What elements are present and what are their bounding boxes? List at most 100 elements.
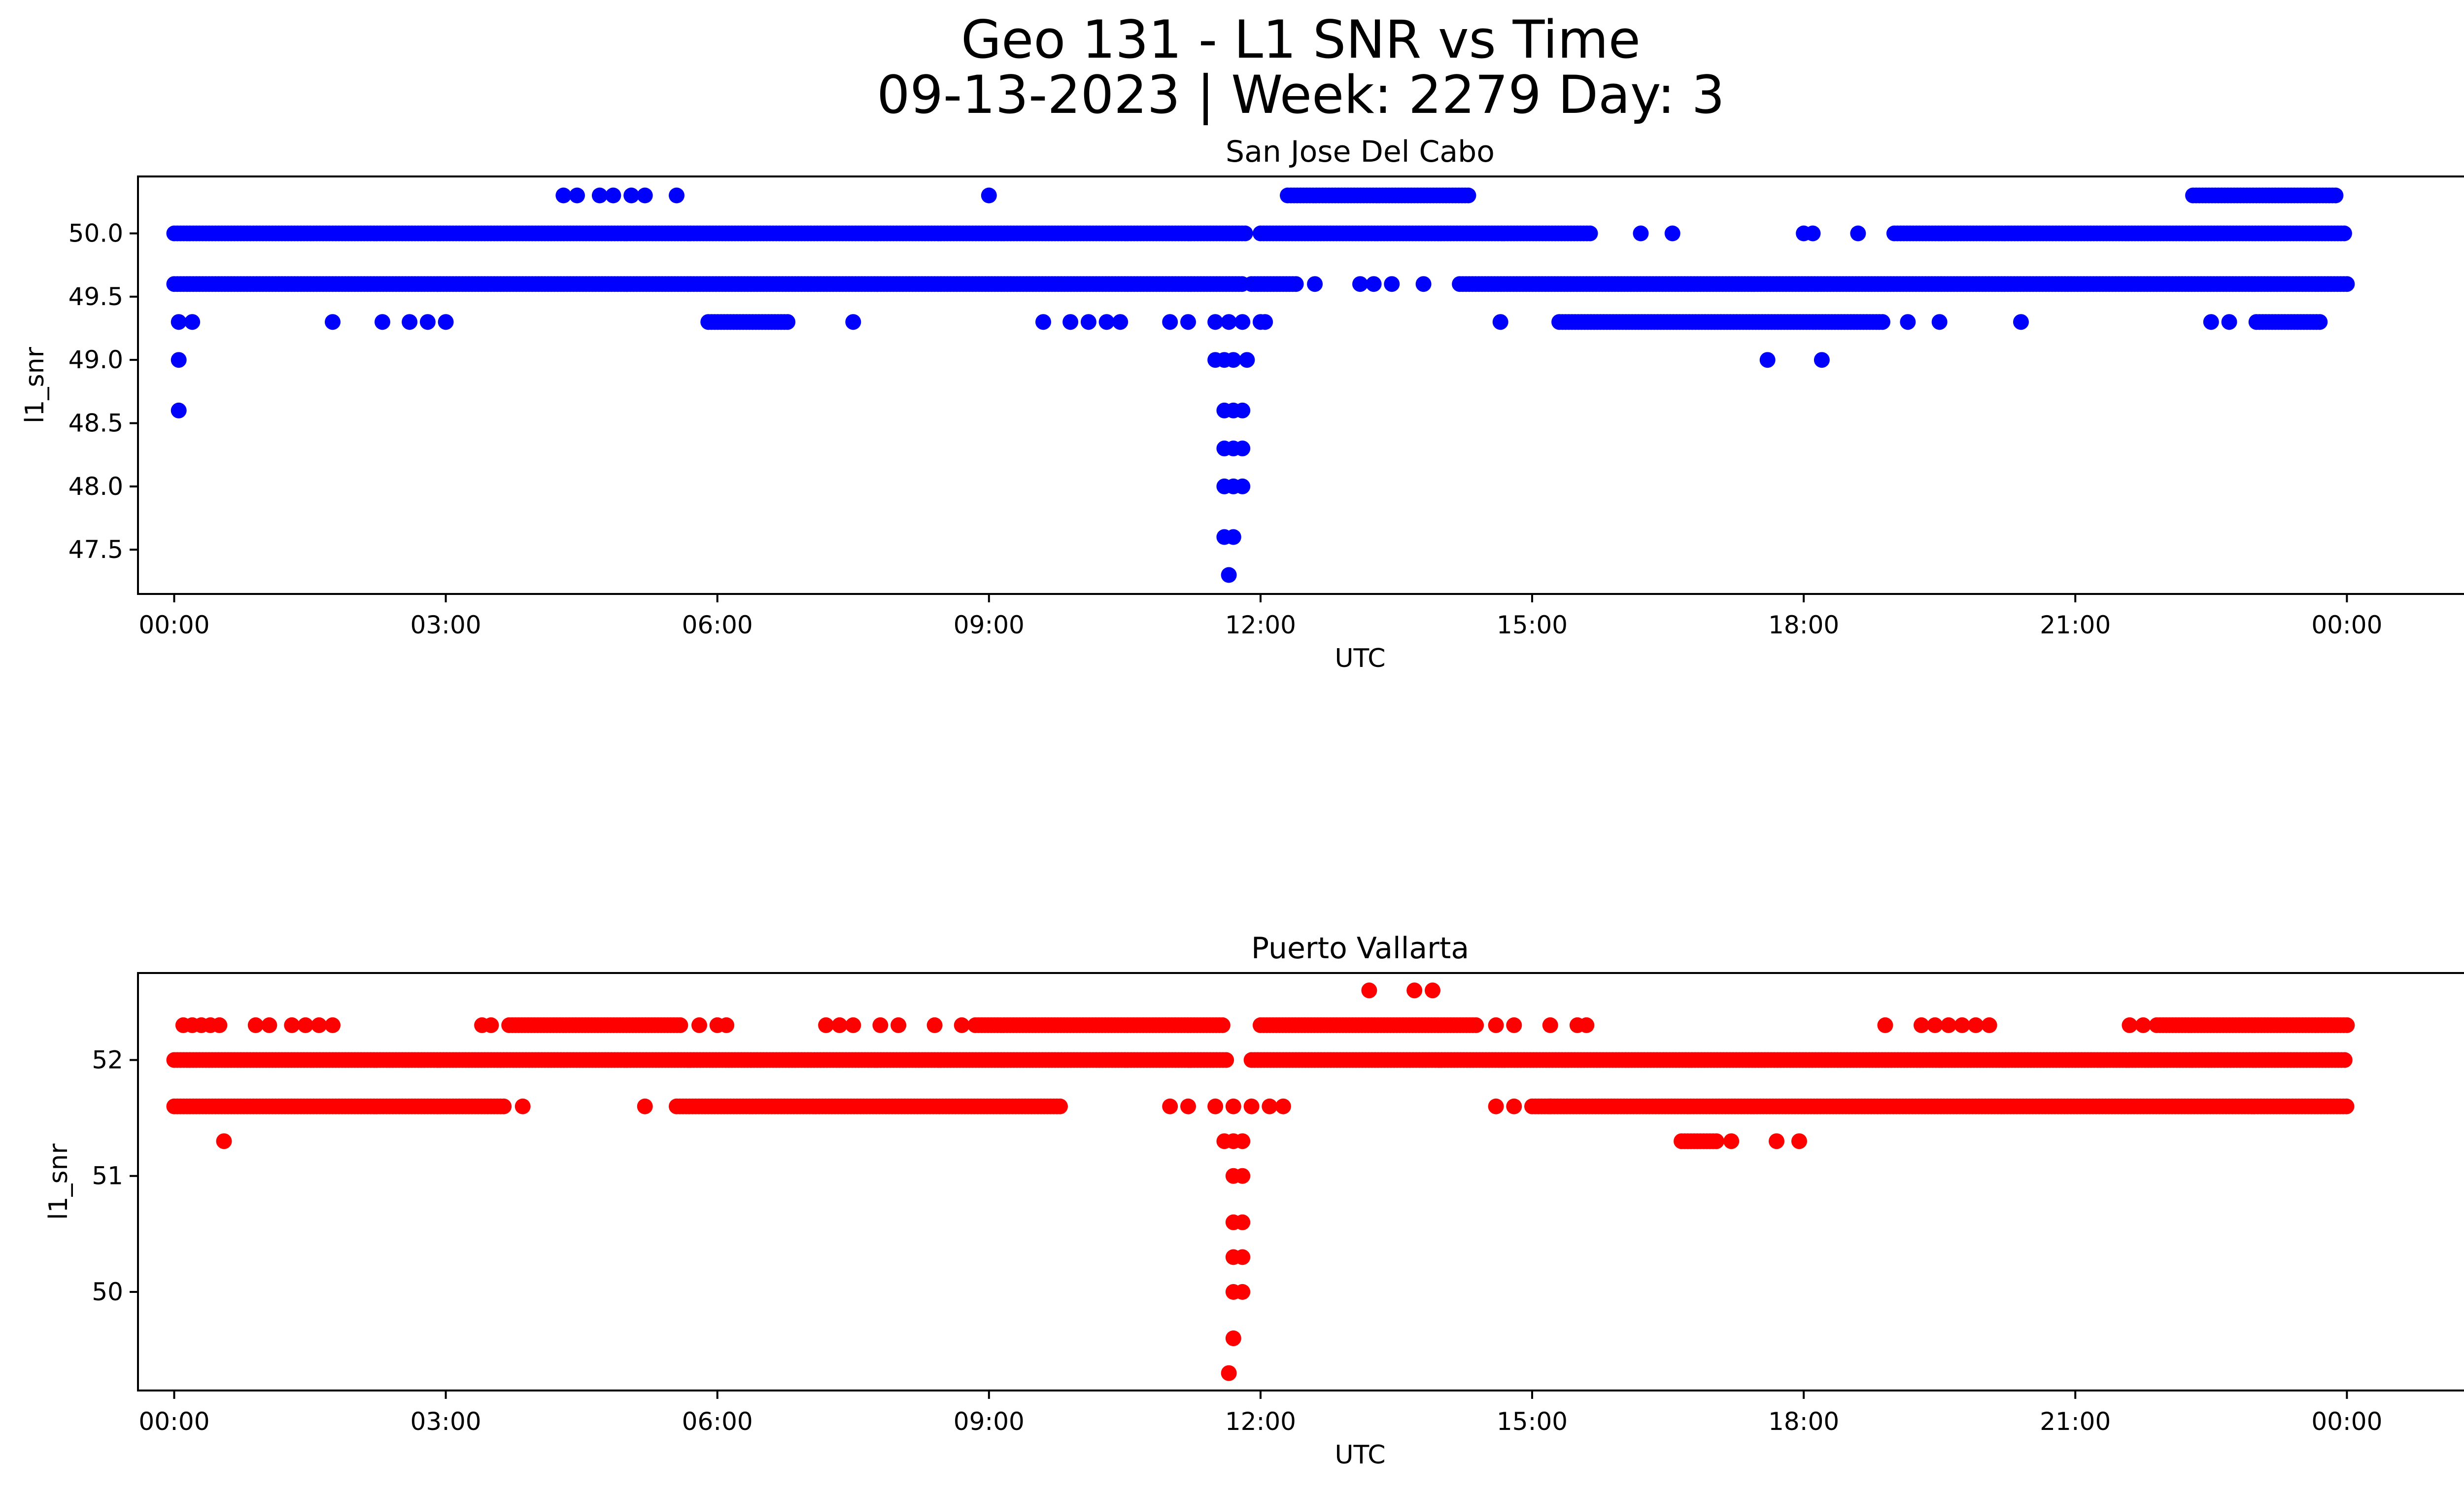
data-point [216,1133,232,1149]
data-point [1243,1098,1260,1114]
x-tick-label: 03:00 [411,1407,481,1436]
data-point [1221,1365,1237,1381]
data-point [2338,1098,2355,1114]
data-point [1234,1284,1251,1300]
data-point [247,1017,264,1033]
x-tick-label: 09:00 [954,611,1025,639]
data-point [1207,314,1224,330]
data-point [1384,276,1400,292]
data-point [1542,1098,1558,1114]
x-tick-label: 18:00 [1768,1407,1839,1436]
y-axis-label: l1_snr [44,1143,73,1220]
data-point [818,1017,834,1033]
data-point [1931,314,1948,330]
x-tick-label: 15:00 [1497,611,1568,639]
data-point [1850,225,1866,242]
data-point [669,187,684,204]
plot-frame [137,972,2464,1391]
data-point [691,1017,707,1033]
data-point [1234,314,1251,330]
data-point [1488,1098,1504,1114]
data-point [845,314,861,330]
data-point [1239,352,1255,368]
x-tick-label: 09:00 [954,1407,1025,1436]
data-point [1361,982,1377,999]
x-tick-label: 12:00 [1225,611,1296,639]
x-tick-label: 06:00 [682,1407,753,1436]
y-tick-label: 51 [92,1162,123,1190]
data-point [1234,402,1251,418]
data-point [981,187,997,204]
data-point [1352,276,1368,292]
data-point [1180,314,1196,330]
x-tick-label: 00:00 [138,1407,209,1436]
data-point [845,1017,861,1033]
data-point [1723,1133,1740,1149]
data-point [1981,1017,1997,1033]
data-point [1207,1098,1224,1114]
data-point [1791,1133,1807,1149]
data-point [1288,276,1304,292]
data-point [1112,314,1129,330]
data-point [1582,225,1598,242]
data-point [1234,1168,1251,1184]
data-point [1234,440,1251,456]
data-point [1492,314,1508,330]
data-point [1052,1098,1068,1114]
data-point [1875,314,1890,330]
data-point [211,1017,228,1033]
data-point [1221,567,1237,583]
x-tick-label: 00:00 [138,611,209,639]
data-point [1162,314,1178,330]
x-tick-label: 12:00 [1225,1407,1296,1436]
data-point [1366,276,1382,292]
chart-title-line-2: 09-13-2023 | Week: 2279 Day: 3 [877,65,1725,125]
data-point [1218,1052,1234,1068]
x-tick-label: 06:00 [682,611,753,639]
data-point [672,1017,688,1033]
data-point [1415,276,1432,292]
data-point [2327,187,2344,204]
data-point [297,1017,313,1033]
subplot-title: Puerto Vallarta [1251,931,1469,966]
data-point [1759,352,1776,368]
data-point [1805,225,1821,242]
subplot-1: 00:00 03:00 06:00 09:00 12:00 15:00 18:00 21:00… [20,135,2464,673]
data-point [171,314,187,330]
data-point [1080,314,1096,330]
y-tick-label: 52 [92,1045,123,1074]
data-point [1234,1133,1251,1149]
data-point [171,402,187,418]
x-axis-label: UTC [1335,1440,1385,1470]
data-point [1225,352,1241,368]
data-point [419,314,436,330]
data-point [1225,529,1241,545]
data-point [1488,1017,1504,1033]
y-tick-label: 47.5 [68,535,123,564]
data-point [496,1098,512,1114]
data-point [831,1017,848,1033]
data-point [1406,982,1423,999]
chart-title-line-1: Geo 131 - L1 SNR vs Time [960,9,1641,70]
data-point [1506,1098,1522,1114]
data-point [325,314,341,330]
data-point [569,187,585,204]
data-point [1506,1017,1522,1033]
data-points [166,982,2355,1381]
data-point [1225,1098,1241,1114]
y-tick-label: 49.5 [68,282,123,311]
data-point [438,314,454,330]
data-point [1234,1249,1251,1265]
data-point [1225,1330,1241,1347]
data-point [402,314,418,330]
data-point [1941,1017,1957,1033]
data-point [311,1017,327,1033]
data-point [514,1098,531,1114]
data-point [1257,314,1273,330]
data-point [2221,314,2237,330]
x-tick-label: 15:00 [1497,1407,1568,1436]
data-point [261,1017,277,1033]
y-tick-label: 48.0 [68,472,123,501]
